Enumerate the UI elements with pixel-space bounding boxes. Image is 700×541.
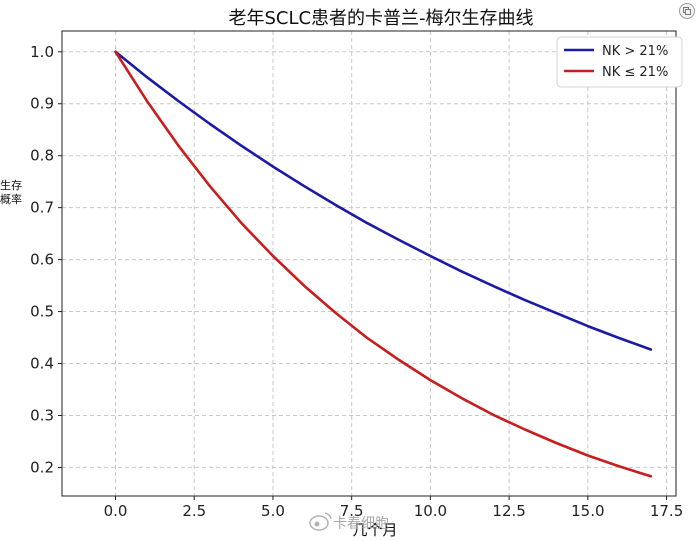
x-tick-label: 5.0 [261,502,285,520]
legend: NK > 21% NK ≤ 21% [556,36,683,88]
x-axis-label: 几个月 [352,521,397,539]
x-tick-label: 0.0 [104,502,128,520]
y-axis-label-line-2: 概率 [0,192,22,206]
plot-frame [61,30,677,497]
watermark-text: 卡春细胞 [333,516,389,532]
axis-ticks [58,51,668,500]
x-tick-label: 2.5 [182,502,206,520]
series-line-nk-high [114,50,653,351]
y-tick-label: 1.0 [30,43,54,61]
tick-labels: 0.0 2.5 5.0 7.5 10.0 12.5 15.0 17.5 0.2 0.3 0.4 0.5… [30,43,683,520]
y-tick-label: 0.5 [30,303,54,321]
y-tick-label: 0.3 [30,406,54,424]
y-tick-label: 0.9 [30,95,54,113]
y-tick-label: 0.4 [30,355,54,373]
y-tick-label: 0.8 [30,147,54,165]
y-tick-label: 0.2 [30,458,54,476]
legend-label-nk-low: NK ≤ 21% [602,65,668,80]
x-tick-label: 15.0 [571,502,604,520]
y-axis-label-line-1: 生存 [0,178,22,192]
x-tick-label: 7.5 [340,502,364,520]
x-tick-label: 12.5 [492,502,525,520]
legend-label-nk-high: NK > 21% [602,44,668,59]
x-tick-label: 17.5 [650,502,683,520]
copy-icon[interactable] [679,3,695,19]
weibo-icon [309,512,332,531]
chart-title: 老年SCLC患者的卡普兰-梅尔生存曲线 [228,8,533,29]
series-line-nk-low [114,50,653,478]
y-tick-label: 0.7 [30,199,54,217]
y-tick-label: 0.6 [30,251,54,269]
watermark: 卡春细胞 [309,512,389,532]
x-tick-label: 10.0 [414,502,447,520]
series-lines [114,50,653,478]
